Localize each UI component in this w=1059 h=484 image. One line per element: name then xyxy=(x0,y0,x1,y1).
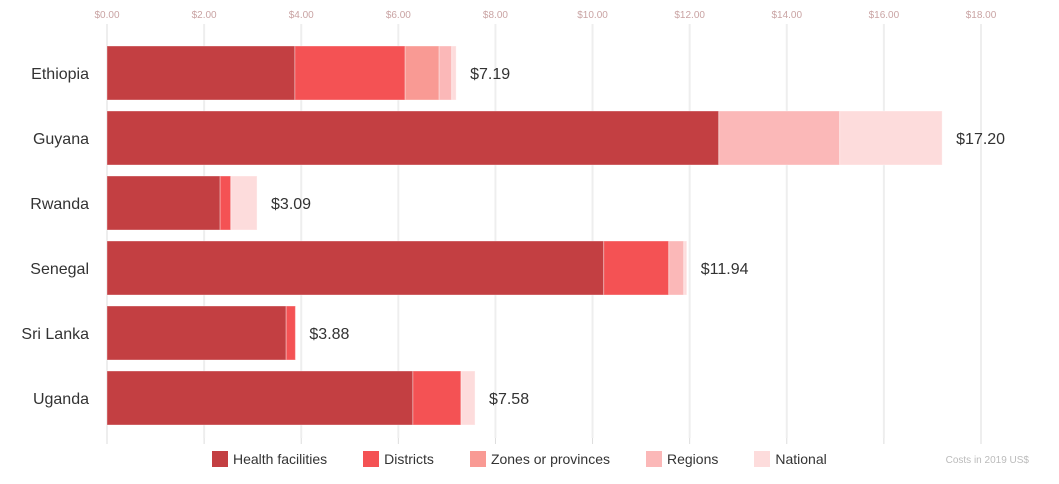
bar-segment-regions xyxy=(718,110,841,166)
x-tick-label: $14.00 xyxy=(771,10,802,21)
bar-segment-health-facilities xyxy=(106,370,414,426)
x-tick-label: $16.00 xyxy=(869,10,900,21)
legend-item: Districts xyxy=(363,451,434,467)
bar-segment-national xyxy=(451,45,457,101)
category-label: Guyana xyxy=(33,131,89,148)
legend-swatch xyxy=(646,451,662,467)
bar-segment-districts xyxy=(603,240,670,296)
legend-item: Regions xyxy=(646,451,718,467)
bar-segment-health-facilities xyxy=(106,175,221,231)
legend: Health facilities Districts Zones or provi… xyxy=(212,451,863,467)
x-tick-label: $2.00 xyxy=(192,10,217,21)
bar-segment-national xyxy=(460,370,476,426)
legend-swatch xyxy=(363,451,380,467)
bar-segment-regions xyxy=(438,45,453,101)
bar-segment-districts xyxy=(294,45,406,101)
legend-label: Districts xyxy=(384,451,434,467)
x-tick-label: $18.00 xyxy=(966,10,997,21)
legend-swatch xyxy=(469,451,486,467)
category-label: Rwanda xyxy=(30,196,89,213)
legend-swatch xyxy=(754,451,771,467)
legend-item: Health facilities xyxy=(212,451,327,467)
legend-label: Health facilities xyxy=(233,451,328,467)
legend-label: Zones or provinces xyxy=(490,451,610,467)
bar-segment-national xyxy=(230,175,258,231)
x-tick-label: $4.00 xyxy=(289,10,314,21)
total-label: $7.58 xyxy=(489,391,529,408)
bar-segment-districts xyxy=(219,175,232,231)
bar-segment-national xyxy=(683,240,688,296)
total-label: $11.94 xyxy=(701,261,749,278)
legend-label: Regions xyxy=(667,451,719,467)
x-tick-label: $12.00 xyxy=(674,10,705,21)
legend-item: National xyxy=(754,451,827,467)
bar-segment-health-facilities xyxy=(106,240,605,296)
total-label: $3.88 xyxy=(309,326,349,343)
bar-segment-districts xyxy=(285,305,296,361)
bar-segment-regions xyxy=(668,240,685,296)
legend-label: National xyxy=(775,451,827,467)
x-tick-label: $8.00 xyxy=(483,10,508,21)
category-label: Senegal xyxy=(30,261,89,278)
bar-segment-health-facilities xyxy=(106,305,287,361)
bar-segment-districts xyxy=(412,370,462,426)
legend-item: Zones or provinces xyxy=(469,451,610,467)
total-label: $3.09 xyxy=(271,196,311,213)
total-label: $17.20 xyxy=(956,131,1005,148)
category-label: Uganda xyxy=(33,391,89,408)
x-tick-label: $10.00 xyxy=(577,10,608,21)
bar-segment-health-facilities xyxy=(106,45,296,101)
bar-segment-national xyxy=(839,110,943,166)
x-tick-label: $0.00 xyxy=(94,10,119,21)
category-label: Ethiopia xyxy=(31,66,89,83)
bar-segment-health-facilities xyxy=(106,110,720,166)
currency-note: Costs in 2019 US$ xyxy=(945,455,1029,466)
total-label: $7.19 xyxy=(470,66,510,83)
legend-swatch xyxy=(212,451,228,467)
category-label: Sri Lanka xyxy=(21,326,89,343)
x-tick-label: $6.00 xyxy=(386,10,411,21)
bar-segment-zones-or-provinces xyxy=(404,45,440,101)
